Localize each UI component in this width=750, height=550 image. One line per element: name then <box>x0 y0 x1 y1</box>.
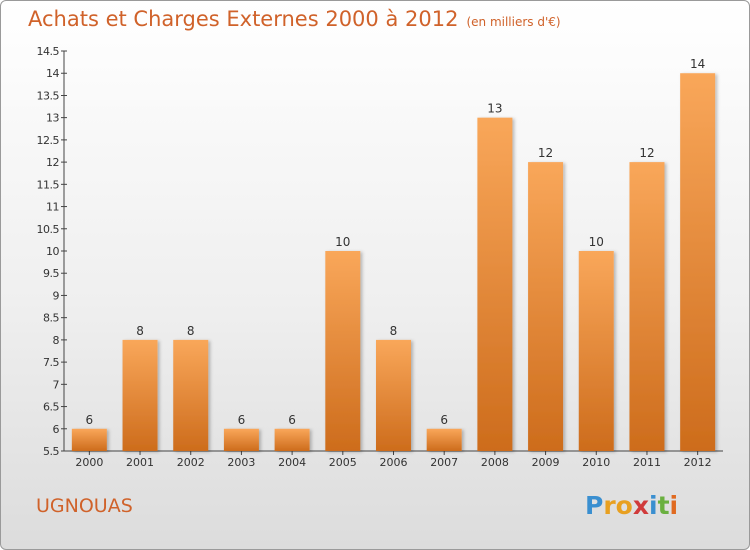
logo-letter: x <box>632 491 649 520</box>
y-tick-label: 11 <box>46 201 59 214</box>
data-label-2002: 8 <box>187 324 195 338</box>
data-label-2008: 13 <box>487 102 502 116</box>
chart-unit-label: (en milliers d'€) <box>466 15 561 29</box>
x-tick-label-2012: 2012 <box>684 456 712 469</box>
logo-letter: P <box>585 491 604 520</box>
y-tick-label: 6.5 <box>43 401 59 414</box>
bar-2005[interactable] <box>325 251 361 451</box>
data-label-2012: 14 <box>690 57 705 71</box>
logo-letter: i <box>649 491 658 520</box>
commune-name: UGNOUAS <box>36 495 133 517</box>
data-label-2007: 6 <box>440 413 448 427</box>
bar-2001[interactable] <box>122 339 158 451</box>
data-label-2000: 6 <box>86 413 94 427</box>
bar-2012[interactable] <box>680 73 716 451</box>
data-label-2006: 8 <box>390 324 398 338</box>
x-tick-label-2005: 2005 <box>329 456 357 469</box>
bar-2011[interactable] <box>629 162 665 451</box>
y-tick-label: 10 <box>46 245 59 258</box>
x-tick-label-2002: 2002 <box>177 456 205 469</box>
bar-2002[interactable] <box>173 339 209 451</box>
logo-letter: r <box>603 491 616 520</box>
data-label-2005: 10 <box>335 235 350 249</box>
bar-2009[interactable] <box>528 162 564 451</box>
bar-2000[interactable] <box>71 428 107 451</box>
y-tick-label: 14 <box>46 67 59 80</box>
y-tick-label: 7 <box>53 378 60 391</box>
y-tick-label: 12.5 <box>37 134 60 147</box>
title-row: Achats et Charges Externes 2000 à 2012 (e… <box>28 7 561 31</box>
logo-letter: o <box>615 491 633 520</box>
axis-layer: 5.5 6 6.5 7 7.5 8 8.5 9 9.5 10 10.5 11 11.5 12 12.5 13 1… <box>37 45 723 458</box>
x-tick-label-2001: 2001 <box>126 456 154 469</box>
x-tick-label-2008: 2008 <box>481 456 509 469</box>
data-label-2010: 10 <box>589 235 604 249</box>
label-layer: 6 2000 8 2001 8 2002 6 2003 6 2004 10 2005 8 2006 6 200… <box>75 57 711 469</box>
y-tick-label: 8 <box>53 334 60 347</box>
y-tick-label: 13.5 <box>37 89 60 102</box>
bar-2007[interactable] <box>426 428 462 451</box>
y-tick-label: 11.5 <box>37 178 60 191</box>
bar-2003[interactable] <box>223 428 259 451</box>
x-tick-label-2007: 2007 <box>430 456 458 469</box>
y-tick-label: 14.5 <box>37 45 60 58</box>
bar-2006[interactable] <box>376 339 411 451</box>
proxiti-logo[interactable]: Proxiti <box>585 491 678 520</box>
data-label-2004: 6 <box>288 413 296 427</box>
y-tick-label: 5.5 <box>43 445 59 458</box>
bar-2008[interactable] <box>477 117 513 452</box>
x-tick-label-2011: 2011 <box>633 456 661 469</box>
bar-2004[interactable] <box>274 428 310 451</box>
data-label-2003: 6 <box>238 413 246 427</box>
y-tick-label: 12 <box>46 156 59 169</box>
x-tick-label-2003: 2003 <box>227 456 255 469</box>
y-tick-label: 9.5 <box>43 267 59 280</box>
logo-letter: t <box>657 491 670 520</box>
x-tick-label-2006: 2006 <box>380 456 408 469</box>
x-tick-label-2000: 2000 <box>75 456 103 469</box>
chart-title: Achats et Charges Externes 2000 à 2012 <box>28 7 459 31</box>
bar-2010[interactable] <box>578 251 614 451</box>
logo-letter: i <box>669 491 679 520</box>
x-tick-label-2010: 2010 <box>582 456 610 469</box>
bar-layer <box>71 73 716 452</box>
y-tick-label: 8.5 <box>43 312 59 325</box>
x-tick-label-2009: 2009 <box>532 456 560 469</box>
x-tick-label-2004: 2004 <box>278 456 306 469</box>
y-tick-label: 10.5 <box>37 223 60 236</box>
y-tick-label: 13 <box>46 112 59 125</box>
data-label-2009: 12 <box>538 146 553 160</box>
data-label-2011: 12 <box>639 146 654 160</box>
y-tick-label: 7.5 <box>43 356 59 369</box>
y-tick-label: 9 <box>53 289 60 302</box>
data-label-2001: 8 <box>136 324 144 338</box>
y-tick-label: 6 <box>53 423 60 436</box>
